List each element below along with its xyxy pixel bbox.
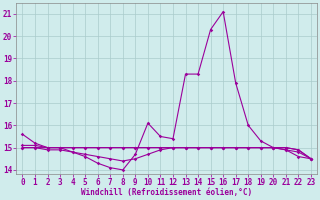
X-axis label: Windchill (Refroidissement éolien,°C): Windchill (Refroidissement éolien,°C) [81, 188, 252, 197]
